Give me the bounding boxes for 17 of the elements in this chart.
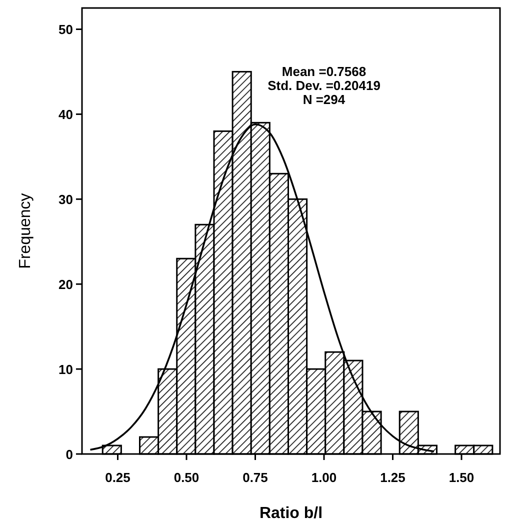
annotation: Mean =0.7568 bbox=[282, 64, 366, 79]
x-tick-label: 1.25 bbox=[380, 470, 406, 485]
x-tick-label: 0.50 bbox=[174, 470, 200, 485]
y-tick-label: 50 bbox=[58, 22, 73, 38]
annotation: N =294 bbox=[302, 92, 346, 107]
y-axis-title: Frequency bbox=[17, 193, 34, 269]
y-tick-label: 10 bbox=[58, 362, 73, 378]
x-tick-label: 0.25 bbox=[105, 470, 130, 485]
x-tick-label: 1.50 bbox=[448, 470, 474, 485]
x-axis-title: Ratio b/l bbox=[259, 505, 323, 522]
annotation: Std. Dev. =0.20419 bbox=[268, 78, 380, 93]
x-tick-label: 0.75 bbox=[242, 470, 268, 485]
y-tick-label: 40 bbox=[58, 107, 73, 122]
y-tick-label: 30 bbox=[58, 192, 73, 208]
x-tick-label: 1.00 bbox=[311, 470, 337, 485]
y-tick-label: 0 bbox=[66, 447, 73, 462]
y-tick-label: 20 bbox=[58, 277, 73, 292]
